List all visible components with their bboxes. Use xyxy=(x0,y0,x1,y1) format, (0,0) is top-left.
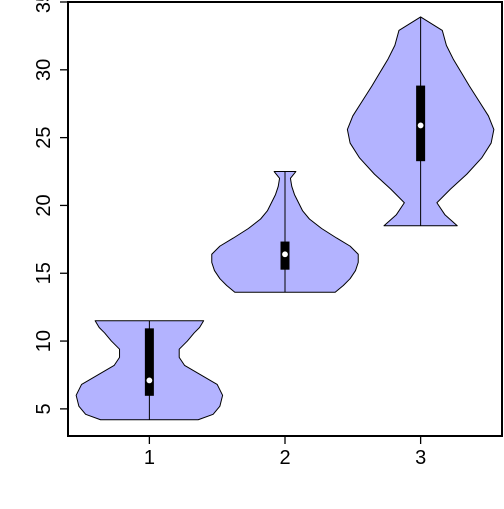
median-marker xyxy=(145,376,154,385)
plot-layer xyxy=(75,16,495,421)
y-axis-tick-label: 5 xyxy=(33,403,55,414)
y-axis-tick-label: 10 xyxy=(33,330,55,352)
y-axis-tick-label: 35 xyxy=(33,0,55,13)
x-axis-tick-label: 2 xyxy=(279,447,290,469)
iqr-box xyxy=(144,328,154,396)
x-axis-tick-label: 3 xyxy=(415,447,426,469)
y-axis-tick-label: 20 xyxy=(33,194,55,216)
y-axis-tick-label: 15 xyxy=(33,262,55,284)
y-axis-tick-label: 25 xyxy=(33,127,55,149)
y-axis-tick-label: 30 xyxy=(33,59,55,81)
median-marker xyxy=(280,250,290,259)
median-marker xyxy=(416,121,425,130)
x-axis-tick-label: 1 xyxy=(144,447,155,469)
